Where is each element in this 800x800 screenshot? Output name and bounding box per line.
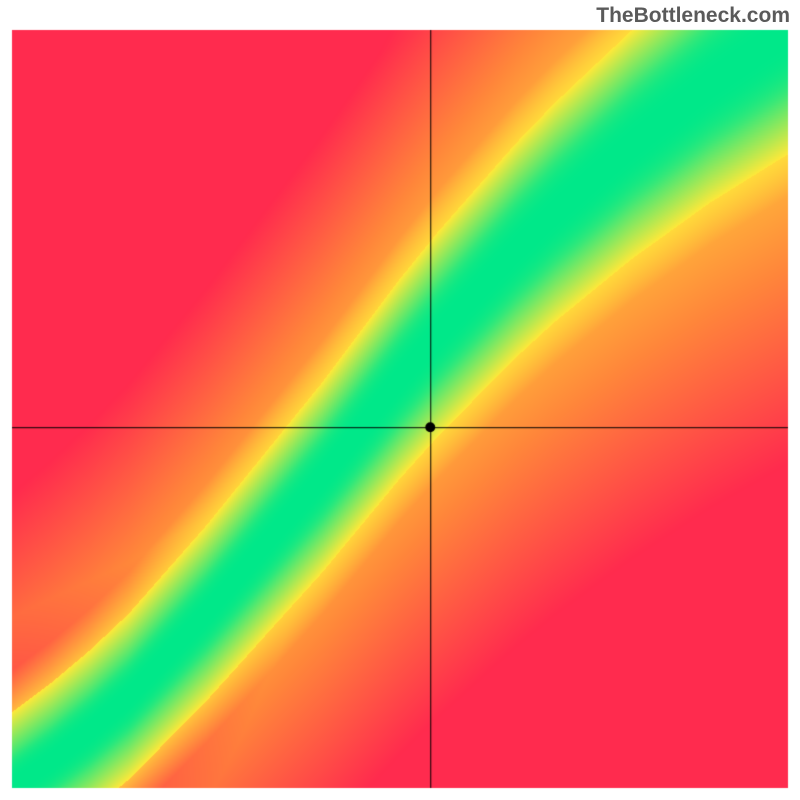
- watermark-text: TheBottleneck.com: [596, 4, 790, 28]
- bottleneck-heatmap: [0, 0, 800, 800]
- chart-container: TheBottleneck.com: [0, 0, 800, 800]
